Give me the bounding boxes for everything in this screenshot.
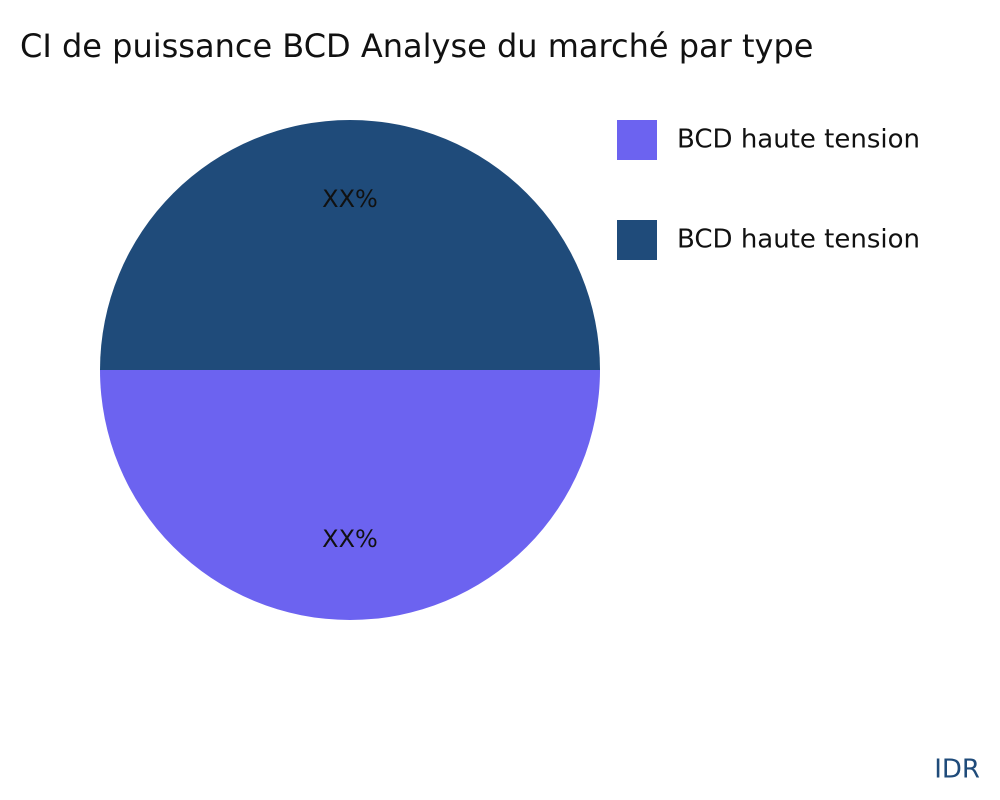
pie-slice xyxy=(100,370,600,620)
watermark: IDR xyxy=(934,755,980,785)
legend-label: BCD haute tension xyxy=(677,125,920,155)
slice-label: XX% xyxy=(322,525,378,553)
pie-slice xyxy=(100,120,600,370)
slice-label: XX% xyxy=(322,185,378,213)
legend-swatch xyxy=(617,120,657,160)
chart-title: CI de puissance BCD Analyse du marché pa… xyxy=(20,27,813,65)
legend-label: BCD haute tension xyxy=(677,225,920,255)
legend-swatch xyxy=(617,220,657,260)
